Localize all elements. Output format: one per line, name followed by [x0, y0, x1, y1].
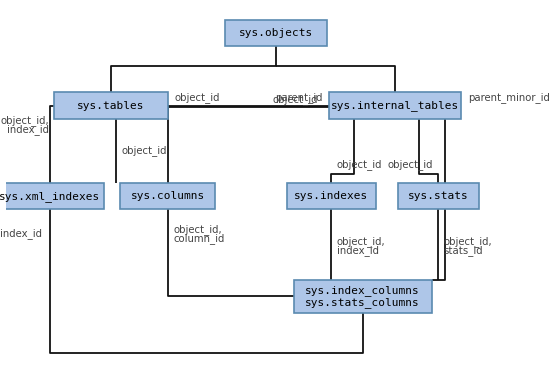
- Text: sys.indexes: sys.indexes: [294, 191, 368, 201]
- Text: object_id: object_id: [122, 145, 167, 157]
- Text: sys.columns: sys.columns: [131, 191, 205, 201]
- Text: sys.internal_tables: sys.internal_tables: [331, 100, 459, 111]
- FancyBboxPatch shape: [120, 183, 215, 210]
- Text: parent_minor_id: parent_minor_id: [468, 92, 550, 103]
- Text: parent_id: parent_id: [275, 92, 322, 103]
- Text: column_id: column_id: [173, 233, 225, 244]
- Text: object_id: object_id: [273, 94, 318, 105]
- FancyBboxPatch shape: [329, 92, 461, 119]
- Text: object_id,: object_id,: [444, 236, 492, 247]
- FancyBboxPatch shape: [398, 183, 479, 210]
- Text: sys.index_columns
sys.stats_columns: sys.index_columns sys.stats_columns: [305, 285, 420, 308]
- Text: object_id,: object_id,: [173, 224, 222, 235]
- Text: index_id: index_id: [337, 245, 379, 256]
- Text: object_id: object_id: [337, 159, 382, 170]
- Text: sys.stats: sys.stats: [408, 191, 469, 201]
- FancyBboxPatch shape: [225, 20, 327, 46]
- Text: sys.tables: sys.tables: [77, 101, 145, 111]
- Text: index_id: index_id: [0, 228, 42, 239]
- Text: object_id: object_id: [388, 159, 433, 170]
- Text: index_id: index_id: [7, 124, 49, 135]
- Text: object_id,: object_id,: [0, 115, 49, 125]
- Text: sys.xml_indexes: sys.xml_indexes: [0, 191, 100, 202]
- FancyBboxPatch shape: [0, 183, 104, 210]
- Text: stats_id: stats_id: [444, 245, 484, 256]
- Text: sys.objects: sys.objects: [239, 28, 313, 38]
- FancyBboxPatch shape: [286, 183, 376, 210]
- Text: object_id,: object_id,: [337, 236, 385, 247]
- Text: object_id: object_id: [174, 92, 220, 103]
- FancyBboxPatch shape: [54, 92, 168, 119]
- FancyBboxPatch shape: [294, 280, 432, 313]
